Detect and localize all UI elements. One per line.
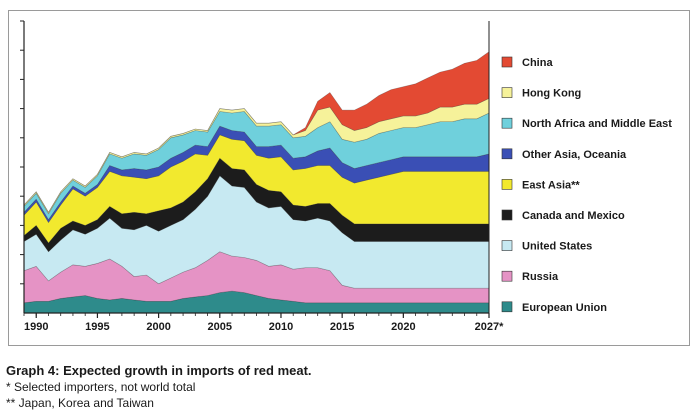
red-meat-imports-chart: 1990 1995 2000 2005 2010 2015 2020 2027* China H… xyxy=(20,20,672,333)
legend-label: Other Asia, Oceania xyxy=(522,149,627,161)
legend-label: Hong Kong xyxy=(522,88,581,100)
legend-swatch xyxy=(501,301,513,313)
legend-swatch xyxy=(501,240,513,251)
legend-label: East Asia** xyxy=(522,179,580,191)
legend-swatch xyxy=(501,148,513,160)
chart-frame: 1990 1995 2000 2005 2010 2015 2020 2027* China H… xyxy=(8,10,690,346)
legend-item-russia: Russia xyxy=(501,270,559,283)
legend-label: North Africa and Middle East xyxy=(522,118,672,130)
stacked-areas xyxy=(23,51,490,314)
caption-note-east-asia: ** Japan, Korea and Taiwan xyxy=(6,396,154,410)
legend-swatch xyxy=(501,179,513,190)
x-tick-label: 1995 xyxy=(85,321,109,333)
legend-swatch xyxy=(501,209,513,221)
legend-label: European Union xyxy=(522,302,607,314)
legend-item-other-asia-oceania: Other Asia, Oceania xyxy=(501,148,627,161)
x-tick-label: 2010 xyxy=(269,321,293,333)
legend: China Hong Kong North Africa and Middle Ea… xyxy=(501,56,672,314)
legend-swatch xyxy=(501,56,513,68)
legend-item-european-union: European Union xyxy=(501,301,607,314)
caption: Graph 4: Expected growth in imports of r… xyxy=(6,362,696,411)
x-tick-label: 2027* xyxy=(475,321,504,333)
legend-swatch xyxy=(501,117,513,129)
legend-item-china: China xyxy=(501,56,553,69)
legend-label: United States xyxy=(522,241,592,253)
legend-swatch xyxy=(501,87,513,98)
legend-label: China xyxy=(522,57,553,69)
legend-item-hong-kong: Hong Kong xyxy=(501,87,581,100)
x-tick-label: 2000 xyxy=(146,321,170,333)
caption-note-selected-importers: * Selected importers, not world total xyxy=(6,380,196,394)
x-tick-label: 2005 xyxy=(208,321,232,333)
legend-item-north-africa-and-middle-east: North Africa and Middle East xyxy=(501,117,672,130)
legend-label: Canada and Mexico xyxy=(522,210,625,222)
x-tick-label: 2020 xyxy=(391,321,415,333)
legend-item-canada-and-mexico: Canada and Mexico xyxy=(501,209,625,222)
legend-swatch xyxy=(501,270,513,282)
caption-title: Graph 4: Expected growth in imports of r… xyxy=(6,363,312,378)
axes: 1990 1995 2000 2005 2010 2015 2020 2027* xyxy=(20,20,504,333)
legend-label: Russia xyxy=(522,271,559,283)
legend-item-united-states: United States xyxy=(501,240,592,253)
x-tick-label: 1990 xyxy=(24,321,48,333)
x-tick-label: 2015 xyxy=(330,321,354,333)
legend-item-east-asia: East Asia** xyxy=(501,179,580,191)
